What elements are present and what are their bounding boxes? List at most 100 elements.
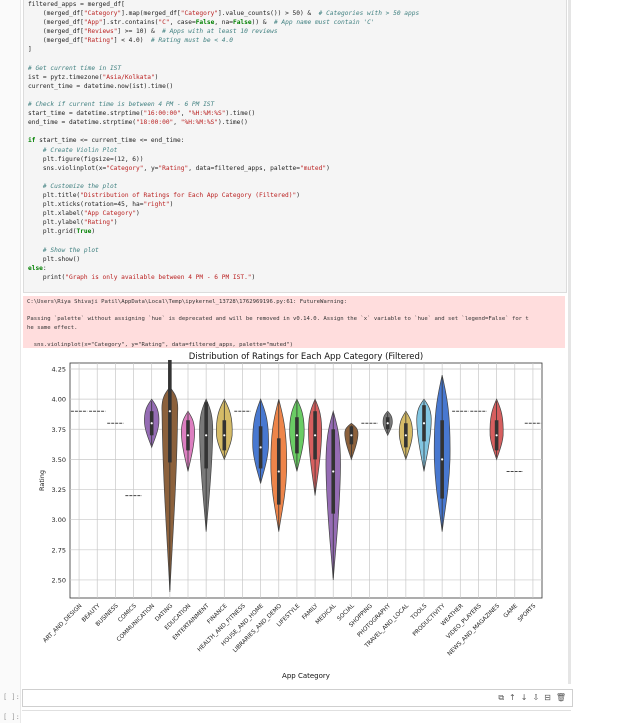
code-line: plt.ylabel("Rating") (28, 219, 118, 227)
code-line: else: (28, 264, 47, 272)
move-up-icon[interactable]: ↑ (509, 693, 516, 702)
code-line: (merged_df["Category"].map(merged_df["Ca… (28, 10, 420, 18)
code-line: plt.show() (28, 255, 81, 263)
violin-median-dot (313, 434, 317, 437)
code-line: (merged_df["App"].str.contains("C", case… (28, 19, 375, 27)
violin-education (181, 410, 195, 472)
code-line: # Get current time in IST (28, 64, 122, 72)
code-line: # Show the plot (42, 246, 99, 254)
x-tick-label: SPORTS (517, 603, 537, 623)
plot-area (69, 362, 543, 599)
violin-tools (416, 398, 432, 472)
chart-svg: Distribution of Ratings for Each App Cat… (38, 352, 543, 680)
code-line: print("Graph is only available between 4… (28, 273, 256, 281)
violin-median-dot (259, 446, 262, 449)
violin-median-dot (186, 434, 190, 437)
warning-line (27, 307, 565, 316)
y-tick-label: 4.25 (52, 366, 66, 374)
violin-median-dot (168, 410, 171, 413)
violin-median-dot (350, 434, 353, 437)
violin-productivity (433, 374, 451, 532)
y-tick-label: 3.25 (52, 486, 66, 494)
violin-median-dot (332, 470, 335, 473)
code-line: if start_time <= current_time <= end_tim… (28, 137, 185, 145)
warning-line: C:\Users\Riya Shivaji Patil\AppData\Loca… (27, 299, 347, 305)
code-line: sns.violinplot(x="Category", y="Rating",… (28, 164, 330, 172)
violin-medical (325, 409, 341, 580)
warning-line: sns.violinplot(x="Category", y="Rating",… (27, 341, 294, 348)
code-line: # Customize the plot (42, 182, 118, 190)
cell-prompt: [ ]: (3, 693, 20, 701)
code-line: current_time = datetime.now(ist).time() (28, 82, 174, 90)
violin-median-dot (404, 434, 407, 437)
violin-entertainment (199, 398, 214, 532)
code-line: filtered_apps = merged_df[ (28, 1, 125, 8)
code-editor[interactable]: filtered_apps = merged_df[ (merged_df["C… (24, 0, 566, 282)
y-tick-label: 3.00 (52, 516, 66, 524)
code-line: plt.xticks(rotation=45, ha="right") (28, 201, 174, 209)
last-code-cell[interactable] (22, 710, 571, 725)
y-tick-label: 2.50 (52, 576, 66, 584)
cell-toolbar: ⧉ ↑ ↓ ⇩ ⊟ 🗑 (498, 693, 566, 703)
violin-median-dot (441, 458, 444, 461)
code-line (28, 236, 566, 245)
violin-travel_and_local (398, 410, 413, 461)
code-line (28, 173, 566, 182)
duplicate-icon[interactable]: ⧉ (498, 693, 505, 702)
violin-median-dot (386, 422, 389, 425)
code-line: ist = pytz.timezone("Asia/Kolkata") (28, 73, 159, 81)
code-line (28, 127, 566, 136)
warning-text: C:\Users\Riya Shivaji Patil\AppData\Loca… (23, 296, 565, 348)
violin-libraries_and_demo (270, 399, 288, 532)
violin-finance (216, 398, 233, 461)
warning-line: he same effect. (27, 324, 78, 331)
y-tick-label: 2.75 (52, 546, 66, 554)
violin-median-dot (205, 434, 208, 437)
x-tick-label: ENTERTAINMENT (172, 603, 211, 642)
violin-news_and_magazines (489, 398, 504, 461)
code-line: # Create Violin Plot (42, 146, 118, 154)
y-tick-label: 3.75 (52, 426, 66, 434)
warning-line (27, 332, 565, 341)
chart-title: Distribution of Ratings for Each App Cat… (189, 352, 423, 362)
x-tick-label: ART_AND_DESIGN (42, 603, 83, 644)
violin-median-dot (422, 422, 426, 425)
violin-chart: Distribution of Ratings for Each App Cat… (20, 349, 568, 684)
violin-lifestyle (289, 398, 305, 472)
violin-median-dot (277, 470, 280, 473)
y-tick-label: 3.50 (52, 456, 66, 464)
violin-median-dot (223, 434, 226, 437)
violin-median-dot (295, 434, 299, 437)
code-line: start_time = datetime.strptime("16:00:00… (28, 110, 256, 118)
cell-prompt-last: [ ]: (3, 713, 20, 721)
code-line: plt.xlabel("App Category") (28, 210, 140, 218)
x-tick-label: PRODUCTIVITY (412, 603, 447, 638)
code-line: plt.title("Distribution of Ratings for E… (28, 191, 300, 199)
delete-icon[interactable]: 🗑 (555, 693, 566, 702)
x-tick-label: GAME (503, 603, 520, 620)
code-line: plt.grid(True) (28, 228, 96, 236)
code-line: # Check if current time is between 4 PM … (28, 101, 215, 109)
empty-code-cell[interactable]: ⧉ ↑ ↓ ⇩ ⊟ 🗑 (22, 689, 573, 707)
violin-median-dot (150, 422, 153, 425)
code-cell[interactable]: filtered_apps = merged_df[ (merged_df["C… (23, 0, 567, 293)
export-icon[interactable]: ⇩ (532, 693, 540, 702)
code-line (28, 91, 566, 100)
code-line: (merged_df["Reviews"] >= 10) & # Apps wi… (28, 28, 278, 36)
y-axis-label: Rating (38, 470, 46, 491)
move-down-icon[interactable]: ↓ (520, 693, 528, 702)
output-scrollbar[interactable] (568, 0, 571, 684)
violin-communication (144, 398, 160, 449)
y-tick-label: 4.00 (52, 396, 66, 404)
warning-line: Passing `palette` without assigning `hue… (27, 316, 529, 322)
stderr-output: C:\Users\Riya Shivaji Patil\AppData\Loca… (23, 296, 565, 348)
code-line (28, 55, 566, 64)
violin-dating (161, 359, 179, 592)
x-tick-label: MEDICAL (315, 603, 338, 626)
insert-icon[interactable]: ⊟ (544, 693, 551, 702)
violin-photography (382, 410, 393, 437)
cell-gutter (0, 0, 21, 723)
x-axis-label: App Category (282, 672, 330, 680)
code-line: ] (28, 46, 32, 54)
